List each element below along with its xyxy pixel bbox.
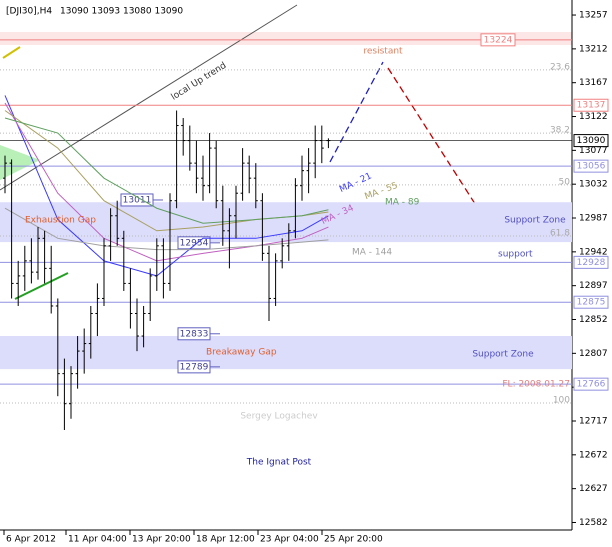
x-tick-label: 13 Apr 20:00: [132, 535, 191, 545]
forecast-up: [329, 61, 384, 163]
marker-label: 12789: [180, 362, 209, 372]
symbol: [DJI30],H4: [6, 7, 52, 17]
x-tick-label: 18 Apr 12:00: [196, 535, 255, 545]
level-box: [480, 33, 516, 47]
breakaway-label: Breakaway Gap: [206, 348, 277, 358]
trend-line: [0, 4, 298, 191]
support-zone: [0, 336, 572, 370]
x-tick-label: 11 Apr 04:00: [68, 535, 127, 545]
level-box: [573, 98, 609, 112]
fib-label: 38.2: [550, 126, 570, 136]
x-tick-label: 23 Apr 04:00: [260, 535, 319, 545]
fib-note: FL: 2008.01.27: [502, 380, 570, 390]
zone-label: Support Zone: [504, 216, 566, 226]
moving-average: [4, 102, 329, 262]
y-tick-label: 12717: [579, 416, 608, 426]
y-tick-label: 13032: [579, 180, 608, 190]
y-tick-label: 12627: [579, 484, 608, 494]
marker-box: [177, 236, 211, 250]
marker-label: 12954: [180, 238, 209, 248]
x-tick-label: 25 Apr 20:00: [324, 535, 383, 545]
marker-box: [177, 360, 211, 374]
channel-line: [14, 272, 69, 300]
y-tick-label: 12942: [579, 247, 608, 257]
y-tick-label: 12897: [579, 281, 608, 291]
y-tick-label: 12672: [579, 450, 608, 460]
y-tick-label: 13257: [579, 11, 608, 21]
y-tick-label: 12987: [579, 214, 608, 224]
level-box: [573, 377, 609, 391]
y-tick-label: 13212: [579, 44, 608, 54]
ma-label: MA - 144: [352, 248, 392, 258]
level-label: 13090: [577, 136, 606, 146]
level-box: [573, 134, 609, 148]
fib-label: 61.8: [550, 229, 570, 239]
level-label: 13056: [577, 162, 606, 172]
green-marker: [0, 145, 40, 180]
y-tick-label: 13077: [579, 146, 608, 156]
resistance-band: [0, 32, 572, 45]
y-tick-label: 12852: [579, 315, 608, 325]
support-label: support: [498, 250, 533, 260]
author: Sergey Logachev: [240, 412, 318, 422]
zone-label: Support Zone: [472, 350, 534, 360]
fib-label: 100: [553, 395, 570, 405]
support-zone: [0, 202, 572, 243]
resistant-label: resistant: [363, 47, 403, 57]
level-label: 12766: [577, 380, 606, 390]
marker-box: [177, 327, 211, 341]
y-tick-label: 12582: [579, 518, 608, 528]
fib-label: 50: [559, 177, 571, 187]
level-box: [573, 295, 609, 309]
level-label: 13137: [577, 101, 606, 111]
marker-label: 12833: [180, 329, 209, 339]
level-box: [573, 159, 609, 173]
moving-average: [4, 207, 329, 251]
level-label: 12928: [577, 258, 606, 268]
header-ohlc: 13090 13093 13080 13090: [60, 7, 183, 17]
x-tick-label: 6 Apr 2012: [6, 535, 56, 545]
y-tick-label: 13167: [579, 78, 608, 88]
publisher: The Ignat Post: [246, 458, 312, 468]
level-label: 12875: [577, 298, 606, 308]
level-label: 13224: [484, 35, 513, 45]
exhaustion-label: Exhaustion Gap: [25, 216, 96, 226]
fib-label: 23.6: [550, 62, 570, 72]
marker-line: [2, 46, 21, 59]
y-tick-label: 12807: [579, 349, 608, 359]
y-tick-label: 13122: [579, 112, 608, 122]
marker-box: [120, 193, 154, 207]
level-box: [573, 255, 609, 269]
moving-average: [4, 117, 329, 224]
ma-label: MA - 89: [385, 198, 420, 208]
marker-label: 13011: [123, 195, 152, 205]
